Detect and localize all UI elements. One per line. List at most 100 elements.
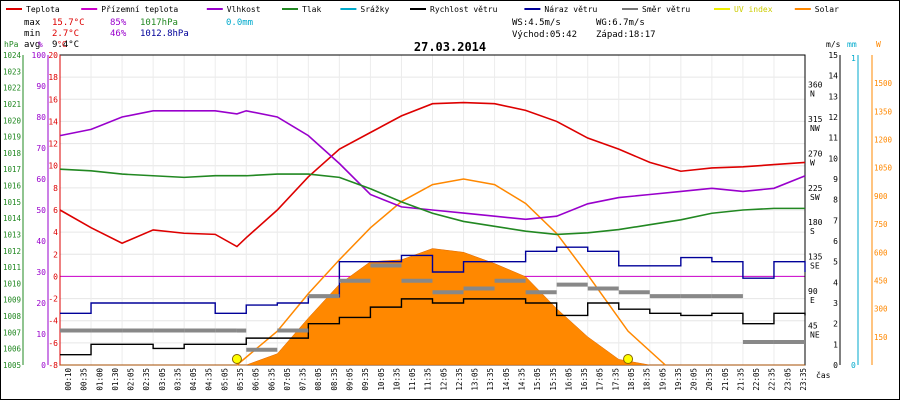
stat-wg: WG:6.7m/s: [596, 18, 645, 28]
x-tick-22: 11:05: [408, 368, 417, 391]
solar-envelope-line: [236, 178, 666, 366]
x-axis-ticks: 00:10 00:35 01:00 01:30 02:05 02:35 03:05 03:35…: [64, 368, 808, 391]
x-tick-1: 00:35: [80, 368, 89, 391]
x-tick-5: 02:35: [142, 368, 151, 391]
dir-tick-name-1: NW: [810, 124, 820, 133]
hpa-tick-18: 1006: [3, 345, 22, 354]
legend-label-8: UV index: [734, 5, 773, 14]
pct-tick-10: 0: [41, 361, 46, 370]
unit-degc: °C: [57, 40, 67, 49]
dir-tick-deg-6: 90: [808, 287, 818, 296]
hpa-tick-16: 1008: [3, 312, 22, 321]
x-tick-37: 18:35: [643, 368, 652, 391]
ms-tick-11: 4: [833, 278, 838, 287]
x-tick-6: 03:05: [158, 368, 167, 391]
x-tick-39: 19:35: [674, 368, 683, 391]
x-tick-40: 20:05: [690, 368, 699, 391]
stats-block: max 15.7°C 85% 1017hPa 0.0mm min 2.7°C 4…: [24, 18, 656, 50]
x-tick-2: 01:00: [95, 368, 104, 391]
stat-max-hum: 85%: [110, 18, 127, 28]
mm-tick-0: 1: [851, 54, 856, 63]
stat-min-hum: 46%: [110, 29, 127, 39]
pct-tick-2: 80: [36, 113, 46, 122]
stat-rain: 0.0mm: [226, 18, 253, 28]
x-tick-3: 01:30: [111, 368, 120, 391]
x-tick-42: 21:05: [721, 368, 730, 391]
unit-w: W: [876, 40, 881, 49]
hpa-tick-9: 1015: [3, 198, 21, 207]
hpa-tick-6: 1018: [3, 149, 22, 158]
dir-tick-name-3: SW: [810, 193, 820, 202]
degc-tick-6: 8: [53, 184, 58, 193]
axis-units: hPa % °C m/s mm W čas: [4, 40, 881, 380]
degc-tick-0: 20: [48, 51, 58, 60]
hpa-tick-10: 1014: [3, 214, 22, 223]
x-tick-30: 15:05: [533, 368, 542, 391]
ms-tick-9: 6: [833, 237, 838, 246]
sunrise-marker: [231, 354, 242, 364]
x-tick-35: 17:35: [611, 368, 620, 391]
hpa-tick-5: 1019: [3, 133, 21, 142]
x-tick-38: 19:05: [658, 368, 667, 391]
unit-mm: mm: [847, 40, 857, 49]
legend-label-0: Teplota: [26, 5, 60, 14]
w-tick-2: 1200: [874, 136, 893, 145]
w-tick-4: 900: [874, 192, 888, 201]
solar-series: [60, 178, 805, 366]
ms-tick-0: 15: [828, 51, 838, 60]
series-line-5: [60, 246, 806, 315]
degc-tick-3: 14: [48, 117, 58, 126]
x-tick-0: 00:10: [64, 368, 73, 391]
stat-min-temp: 2.7°C: [52, 29, 79, 39]
stat-ws: WS:4.5m/s: [512, 18, 561, 28]
degc-tick-4: 12: [48, 140, 58, 149]
ms-tick-4: 11: [828, 134, 838, 143]
x-tick-9: 04:35: [205, 368, 214, 391]
dir-tick-deg-5: 135: [808, 253, 823, 262]
hpa-tick-13: 1011: [3, 263, 21, 272]
ms-tick-6: 9: [833, 175, 838, 184]
dir-tick-deg-3: 225: [808, 184, 823, 193]
hpa-tick-7: 1017: [3, 165, 21, 174]
stat-max-label: max: [24, 18, 41, 28]
hpa-tick-15: 1009: [3, 296, 21, 305]
x-tick-12: 06:05: [252, 368, 261, 391]
pct-tick-0: 100: [32, 51, 47, 60]
pct-tick-5: 50: [36, 206, 46, 215]
legend-label-2: Vlhkost: [227, 5, 261, 14]
x-tick-17: 08:35: [330, 368, 339, 391]
degc-tick-11: -2: [48, 295, 58, 304]
x-tick-41: 20:35: [705, 368, 714, 391]
series-line-2: [59, 109, 806, 221]
x-tick-33: 16:35: [580, 368, 589, 391]
pct-tick-6: 40: [36, 237, 46, 246]
hpa-tick-1: 1023: [3, 67, 21, 76]
dir-tick-name-5: SE: [810, 262, 820, 271]
degc-tick-10: 0: [53, 272, 58, 281]
dir-tick-deg-2: 270: [808, 149, 823, 158]
pct-tick-1: 90: [36, 82, 46, 91]
ms-tick-12: 3: [833, 299, 838, 308]
ms-tick-14: 1: [833, 340, 838, 349]
w-tick-7: 450: [874, 276, 888, 285]
mm-tick-1: 0: [851, 361, 856, 370]
x-tick-24: 12:05: [439, 368, 448, 391]
stat-max-temp: 15.7°C: [52, 18, 85, 28]
x-tick-31: 15:35: [549, 368, 558, 391]
stat-avg-temp: 9.4°C: [52, 40, 79, 50]
sunset-marker: [623, 354, 634, 364]
hpa-tick-0: 1024: [3, 51, 22, 60]
hpa-tick-14: 1010: [3, 279, 22, 288]
x-tick-25: 12:35: [455, 368, 464, 391]
degc-tick-2: 16: [48, 95, 58, 104]
series-line-4: [60, 298, 806, 356]
chart-title: 27.03.2014: [414, 40, 486, 54]
dir-tick-deg-0: 360: [808, 80, 823, 89]
degc-tick-5: 10: [48, 162, 58, 171]
x-tick-16: 08:05: [314, 368, 323, 391]
x-tick-27: 13:35: [486, 368, 495, 391]
stat-min-label: min: [24, 29, 40, 39]
x-tick-44: 22:05: [752, 368, 761, 391]
stat-min-press: 1012.8hPa: [140, 29, 189, 39]
